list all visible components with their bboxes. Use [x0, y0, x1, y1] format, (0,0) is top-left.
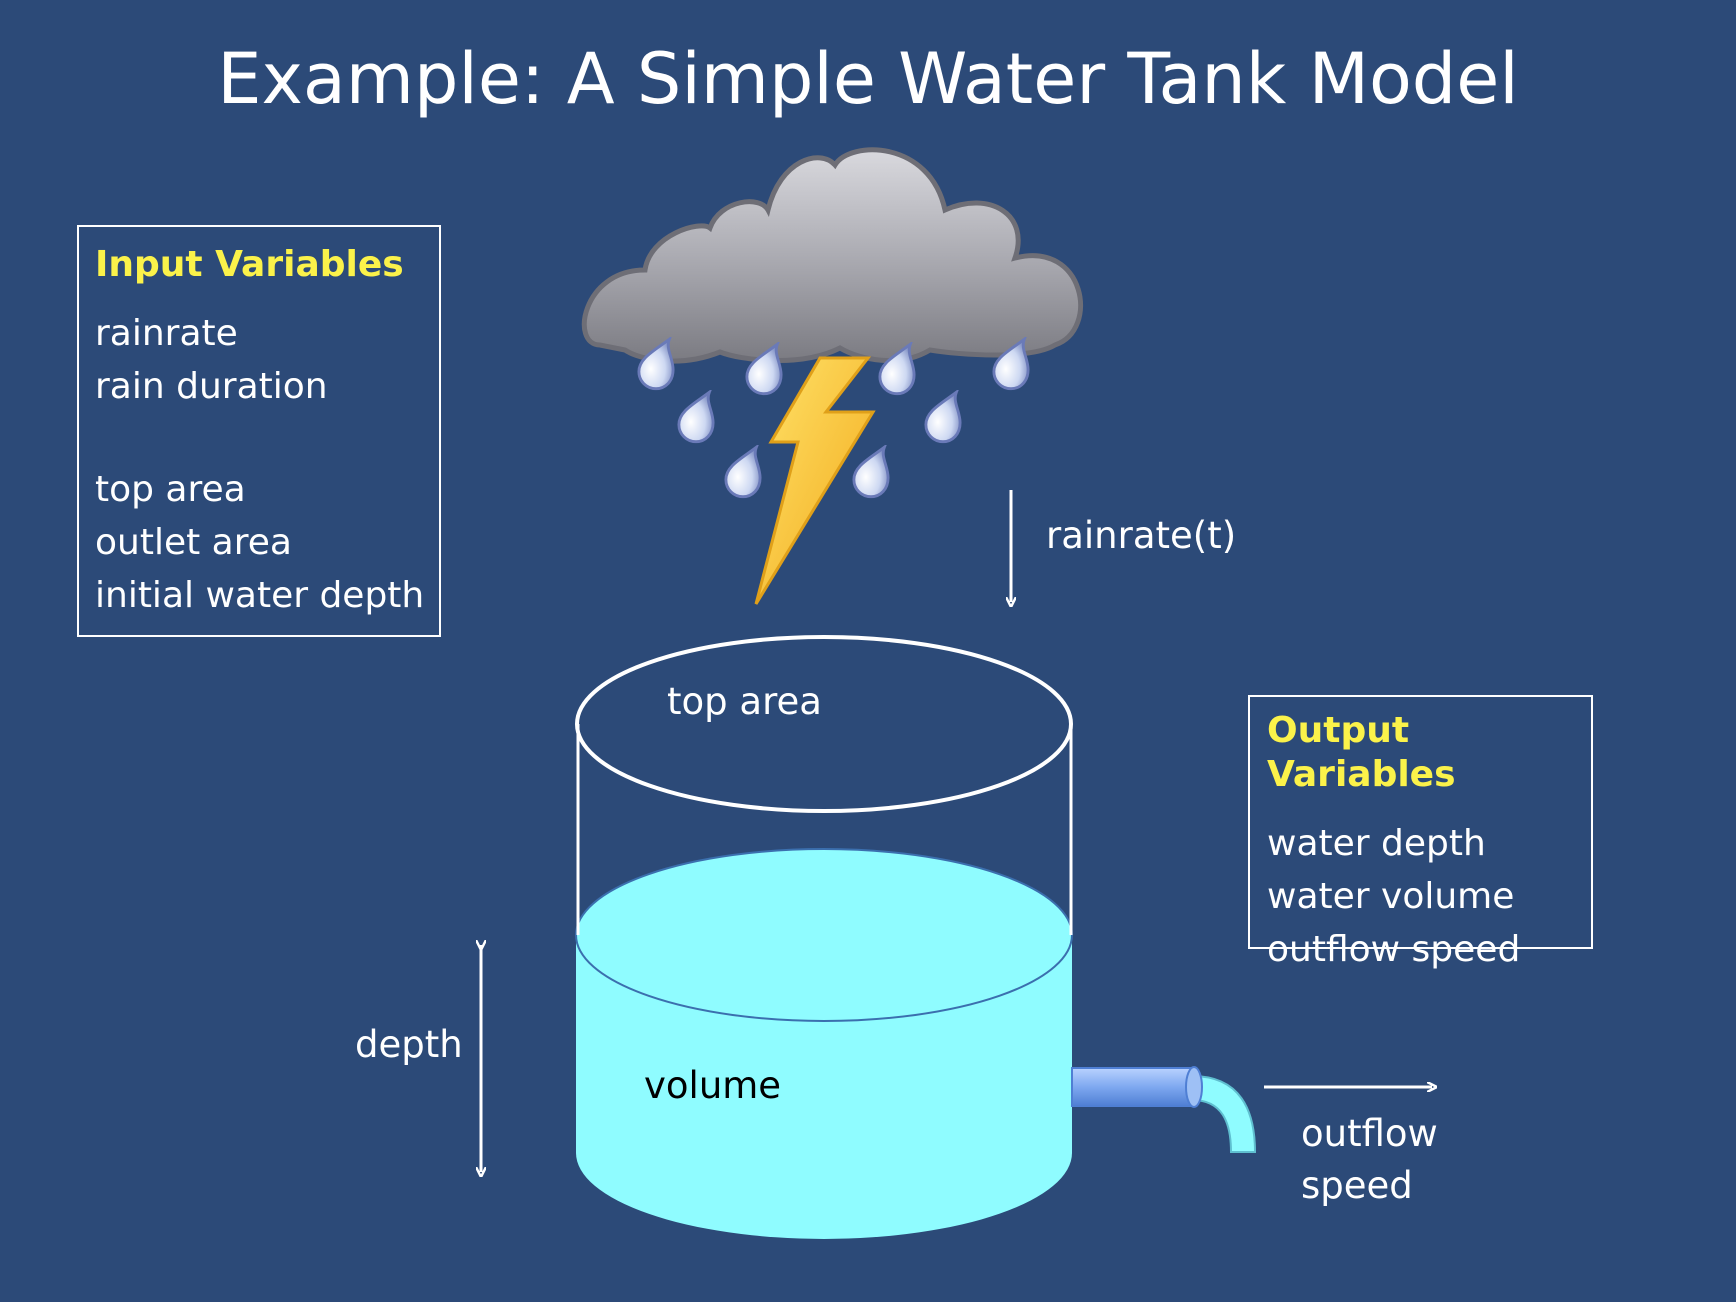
raindrop-icon [724, 445, 762, 499]
input-item-rain-duration: rain duration [95, 366, 328, 407]
output-item-outflow-speed: outflow speed [1267, 929, 1521, 970]
storm-cloud-icon [581, 147, 1084, 364]
rainrate-label: rainrate(t) [1046, 514, 1237, 557]
input-item-outlet-area: outlet area [95, 522, 292, 563]
lightning-bolt-icon [754, 356, 876, 605]
output-item-water-volume: water volume [1267, 876, 1515, 917]
slide-title: Example: A Simple Water Tank Model [217, 38, 1519, 120]
input-item-rainrate: rainrate [95, 313, 238, 354]
input-variables-box: Input Variables rainrate rain duration t… [77, 225, 441, 637]
depth-label: depth [355, 1023, 463, 1066]
outlet-pipe-icon [1071, 1066, 1257, 1153]
input-variables-heading: Input Variables [95, 244, 404, 285]
input-item-initial-water-depth: initial water depth [95, 575, 425, 616]
outflow-label-line1: outflow [1301, 1112, 1438, 1155]
raindrop-icon [677, 390, 715, 444]
tank-top-rim [575, 635, 1073, 813]
output-variables-heading: Output Variables [1267, 710, 1456, 795]
top-area-label: top area [667, 680, 822, 723]
output-variables-box: Output Variables water depth water volum… [1248, 695, 1593, 970]
output-item-water-depth: water depth [1267, 823, 1486, 864]
water-body [576, 935, 1072, 1239]
input-item-top-area: top area [95, 469, 246, 510]
raindrop-icon [924, 390, 962, 444]
raindrop-icon [852, 445, 890, 499]
water-surface [575, 848, 1073, 1022]
water-tank [575, 635, 1073, 1239]
volume-label: volume [644, 1064, 782, 1107]
outflow-label-line2: speed [1301, 1164, 1413, 1207]
